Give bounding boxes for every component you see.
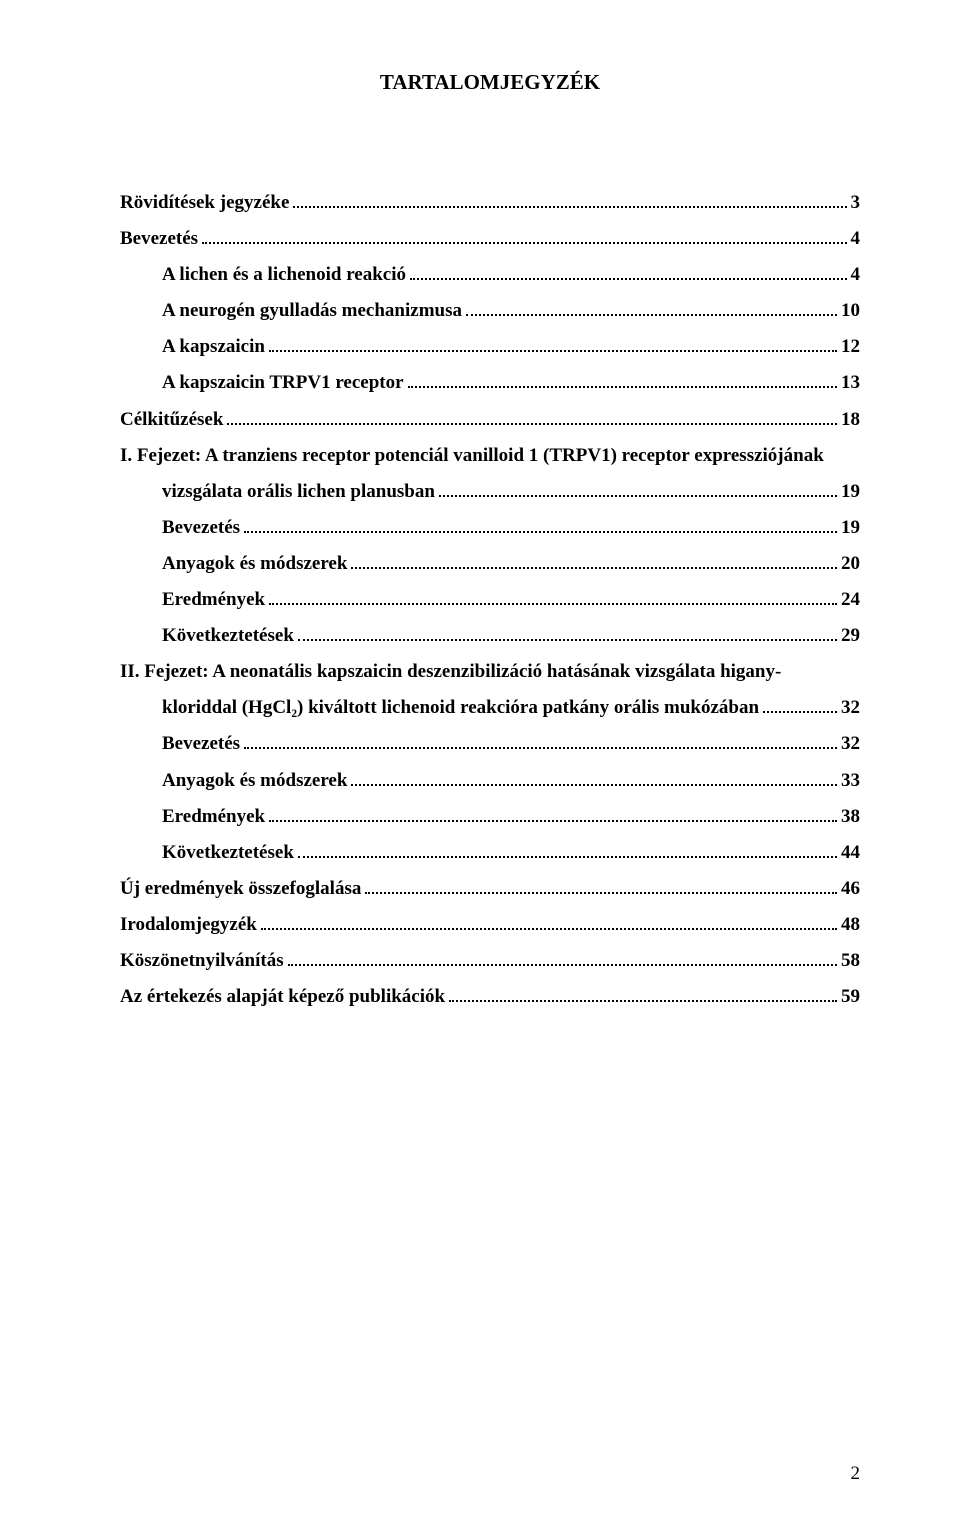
toc-entry-label: Bevezetés xyxy=(162,726,240,762)
toc-entry: Bevezetés 19 xyxy=(120,510,860,546)
toc-entry-label: Következtetések xyxy=(162,835,294,871)
toc-entry-label: kloriddal (HgCl₂) kiváltott lichenoid re… xyxy=(162,690,759,726)
toc-leader-dots xyxy=(227,407,837,424)
page-container: TARTALOMJEGYZÉK Rövidítések jegyzéke3Bev… xyxy=(0,0,960,1525)
toc-entry-page: 18 xyxy=(841,402,860,438)
toc-leader-dots xyxy=(244,516,837,533)
toc-entry: Bevezetés 4 xyxy=(120,221,860,257)
toc-entry-page: 24 xyxy=(841,582,860,618)
toc-leader-dots xyxy=(269,588,837,605)
toc-entry-label: Köszönetnyilvánítás xyxy=(120,943,284,979)
toc-leader-dots xyxy=(466,299,837,316)
toc-leader-dots xyxy=(351,552,837,569)
toc-leader-dots xyxy=(410,263,846,280)
toc-leader-dots xyxy=(298,624,837,641)
toc-entry-label: Következtetések xyxy=(162,618,294,654)
toc-entry: Következtetések 44 xyxy=(120,835,860,871)
toc-entry: Bevezetés 32 xyxy=(120,726,860,762)
toc-entry: A lichen és a lichenoid reakció 4 xyxy=(120,257,860,293)
toc-leader-dots xyxy=(269,804,837,821)
toc-entry-multiline: I. Fejezet: A tranziens receptor potenci… xyxy=(120,438,860,510)
toc-entry-label: A kapszaicin TRPV1 receptor xyxy=(162,365,404,401)
toc-entry: A kapszaicin 12 xyxy=(120,329,860,365)
toc-entry-page: 12 xyxy=(841,329,860,365)
toc-entry: Célkitűzések 18 xyxy=(120,402,860,438)
toc-entry: Irodalomjegyzék 48 xyxy=(120,907,860,943)
toc-entry-label: Új eredmények összefoglalása xyxy=(120,871,361,907)
toc-entry: Anyagok és módszerek 20 xyxy=(120,546,860,582)
toc-title: TARTALOMJEGYZÉK xyxy=(120,70,860,95)
toc-leader-dots xyxy=(298,841,837,858)
toc-entry-label: II. Fejezet: A neonatális kapszaicin des… xyxy=(120,654,860,690)
toc-entry-page: 44 xyxy=(841,835,860,871)
toc-entry-label: Bevezetés xyxy=(162,510,240,546)
toc-leader-dots xyxy=(269,335,837,352)
toc-entry-page: 19 xyxy=(841,510,860,546)
page-number: 2 xyxy=(851,1463,861,1485)
toc-entry-label: Anyagok és módszerek xyxy=(162,763,347,799)
toc-entry-page: 33 xyxy=(841,763,860,799)
toc-entry-page: 20 xyxy=(841,546,860,582)
toc-entry-page: 4 xyxy=(851,221,861,257)
toc-entry-continuation: vizsgálata orális lichen planusban 19 xyxy=(120,474,860,510)
toc-entry-page: 46 xyxy=(841,871,860,907)
toc-entry-label: Irodalomjegyzék xyxy=(120,907,257,943)
toc-entry-page: 19 xyxy=(841,474,860,510)
toc-entry-multiline: II. Fejezet: A neonatális kapszaicin des… xyxy=(120,654,860,726)
toc-entry-label: I. Fejezet: A tranziens receptor potenci… xyxy=(120,438,860,474)
toc-leader-dots xyxy=(288,949,837,966)
toc-entry-label: Eredmények xyxy=(162,799,265,835)
toc-leader-dots xyxy=(763,696,837,713)
toc-entry: Rövidítések jegyzéke 3 xyxy=(120,185,860,221)
toc-entry-page: 3 xyxy=(851,185,861,221)
toc-leader-dots xyxy=(365,877,837,894)
toc-entry-page: 59 xyxy=(841,979,860,1015)
toc-entry: Új eredmények összefoglalása 46 xyxy=(120,871,860,907)
toc-entry-page: 48 xyxy=(841,907,860,943)
toc-entry-label: Anyagok és módszerek xyxy=(162,546,347,582)
toc-entry: Az értekezés alapját képező publikációk 5… xyxy=(120,979,860,1015)
toc-leader-dots xyxy=(408,371,837,388)
toc-entry-page: 58 xyxy=(841,943,860,979)
toc-entry: Eredmények 38 xyxy=(120,799,860,835)
toc-entry-page: 32 xyxy=(841,690,860,726)
toc-entry-page: 10 xyxy=(841,293,860,329)
toc-entry: Eredmények 24 xyxy=(120,582,860,618)
toc-leader-dots xyxy=(351,768,837,785)
toc-leader-dots xyxy=(202,227,846,244)
toc-entry-page: 13 xyxy=(841,365,860,401)
toc-leader-dots xyxy=(439,480,837,497)
toc-entry-page: 4 xyxy=(851,257,861,293)
toc-entry: Következtetések 29 xyxy=(120,618,860,654)
toc-leader-dots xyxy=(244,732,837,749)
toc-entry-label: A kapszaicin xyxy=(162,329,265,365)
toc-entry-page: 29 xyxy=(841,618,860,654)
toc-entry-page: 38 xyxy=(841,799,860,835)
toc-leader-dots xyxy=(293,191,846,208)
toc-entry-label: Célkitűzések xyxy=(120,402,223,438)
toc-entry-label: vizsgálata orális lichen planusban xyxy=(162,474,435,510)
toc-entry: Köszönetnyilvánítás 58 xyxy=(120,943,860,979)
toc-list: Rövidítések jegyzéke3Bevezetés4A lichen … xyxy=(120,185,860,1015)
toc-entry: A neurogén gyulladás mechanizmusa 10 xyxy=(120,293,860,329)
toc-entry-page: 32 xyxy=(841,726,860,762)
toc-entry: A kapszaicin TRPV1 receptor 13 xyxy=(120,365,860,401)
toc-leader-dots xyxy=(261,913,837,930)
toc-entry-label: Bevezetés xyxy=(120,221,198,257)
toc-entry: Anyagok és módszerek 33 xyxy=(120,763,860,799)
toc-entry-label: Rövidítések jegyzéke xyxy=(120,185,289,221)
toc-entry-label: A lichen és a lichenoid reakció xyxy=(162,257,406,293)
toc-entry-continuation: kloriddal (HgCl₂) kiváltott lichenoid re… xyxy=(120,690,860,726)
toc-entry-label: Eredmények xyxy=(162,582,265,618)
toc-entry-label: A neurogén gyulladás mechanizmusa xyxy=(162,293,462,329)
toc-entry-label: Az értekezés alapját képező publikációk xyxy=(120,979,445,1015)
toc-leader-dots xyxy=(449,985,837,1002)
